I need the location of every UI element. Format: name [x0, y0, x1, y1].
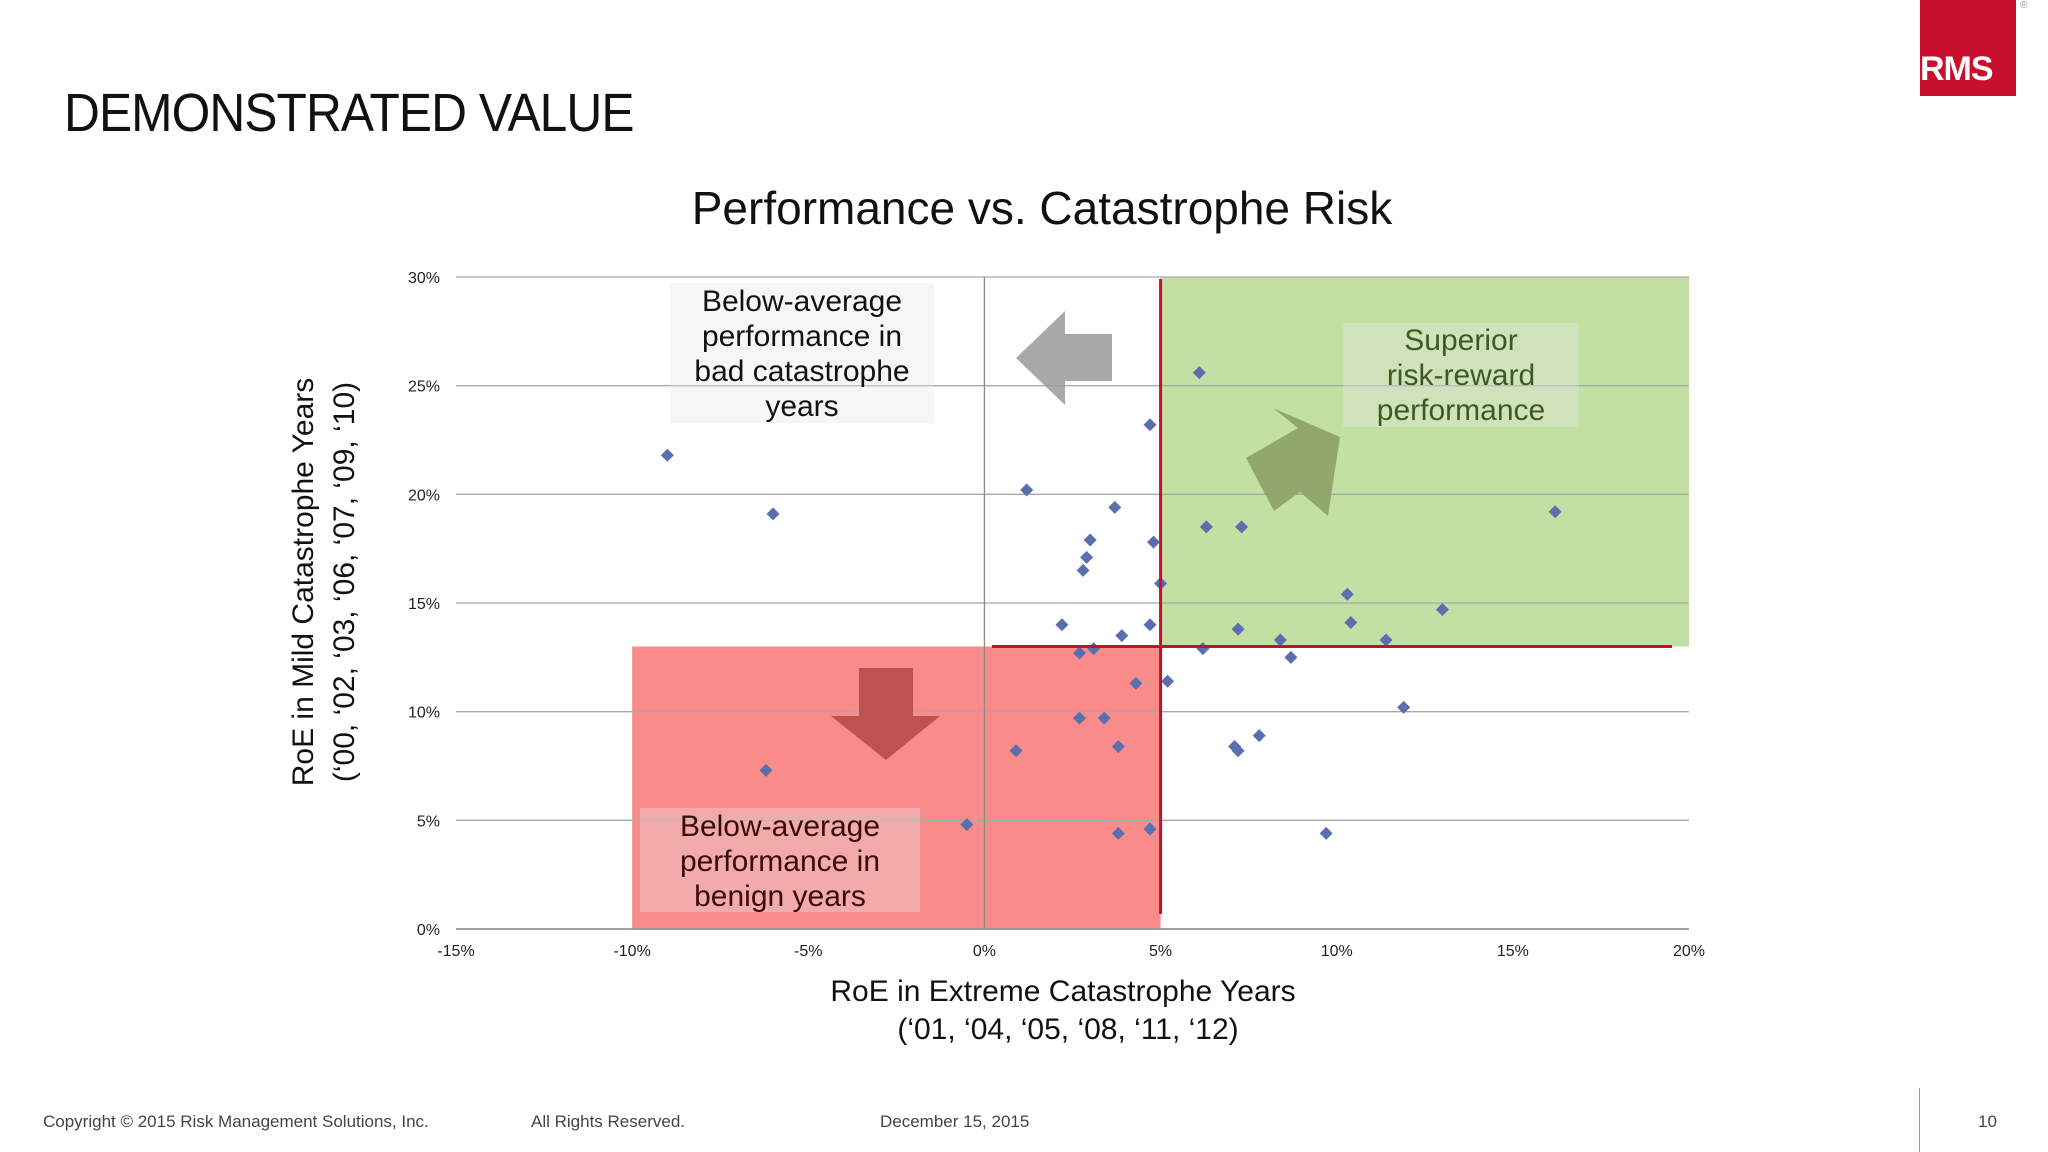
annotation-line-superior: risk-reward	[1387, 359, 1535, 392]
annotation-line-superior: performance	[1377, 394, 1545, 427]
y-tick-label: 0%	[417, 922, 440, 939]
data-point	[1143, 822, 1157, 836]
x-tick-label: 20%	[1673, 943, 1705, 960]
axes-layer	[456, 277, 1689, 930]
data-point	[766, 507, 780, 521]
footer-copyright: Copyright © 2015 Risk Management Solutio…	[43, 1112, 429, 1131]
data-point	[1199, 520, 1213, 534]
logo-text: RMS	[1920, 50, 1994, 88]
data-point	[1080, 550, 1094, 564]
annotation-box-superior	[1343, 323, 1579, 427]
points-layer	[660, 366, 1562, 840]
annotation-line-bad-cat-years: years	[765, 390, 838, 423]
data-point	[1111, 826, 1125, 840]
rms-logo: RMS	[1920, 0, 2016, 96]
data-point	[1115, 629, 1129, 643]
down-arrow-icon	[831, 668, 940, 760]
annotation-boxes-layer	[640, 283, 1579, 912]
data-point	[1548, 505, 1562, 519]
x-tick-label: 15%	[1497, 943, 1529, 960]
x-tick-label: 10%	[1321, 943, 1353, 960]
data-point	[759, 763, 773, 777]
footer-page-number: 10	[1978, 1112, 1997, 1131]
data-point	[1273, 633, 1287, 647]
y-tick-label: 5%	[417, 813, 440, 830]
data-point	[960, 818, 974, 832]
footer-rights: All Rights Reserved.	[531, 1112, 686, 1131]
annotation-line-bad-cat-years: Below-average	[702, 285, 902, 318]
footer-date: December 15, 2015	[880, 1112, 1030, 1131]
data-point	[1397, 700, 1411, 714]
x-tick-label: 5%	[1149, 943, 1172, 960]
x-axis-subtitle: (‘01, ‘04, ‘05, ‘08, ‘11, ‘12)	[897, 1013, 1238, 1046]
data-point	[1147, 535, 1161, 549]
annotation-line-bad-cat-years: bad catastrophe	[694, 355, 909, 388]
trademark-mark-icon: ®	[2020, 0, 2028, 11]
overlay-layer	[831, 279, 1672, 914]
data-point	[1143, 418, 1157, 432]
data-point	[1055, 618, 1069, 632]
x-tick-label: -15%	[437, 943, 474, 960]
data-point	[1073, 711, 1087, 725]
annotation-line-benign-years: Below-average	[680, 810, 880, 843]
data-point	[1083, 533, 1097, 547]
data-point	[1020, 483, 1034, 497]
y-tick-label: 20%	[408, 487, 440, 504]
x-tick-label: -5%	[794, 943, 822, 960]
annotation-line-bad-cat-years: performance in	[702, 320, 902, 353]
annotation-line-benign-years: performance in	[680, 845, 880, 878]
data-point	[1235, 520, 1249, 534]
data-point	[1111, 739, 1125, 753]
y-axis-title: RoE in Mild Catastrophe Years	[287, 378, 320, 787]
y-tick-label: 10%	[408, 705, 440, 722]
up-right-arrow-icon	[1246, 408, 1340, 516]
text-layer: 0% 5% 10% 15% 20% 25% 30% -15% -10% -5% 0% 5% 10% 15%…	[287, 182, 1705, 1046]
data-point	[1097, 711, 1111, 725]
data-point	[1143, 618, 1157, 632]
data-point	[660, 448, 674, 462]
x-axis-title: RoE in Extreme Catastrophe Years	[830, 975, 1295, 1008]
data-point	[1340, 587, 1354, 601]
data-point	[1344, 616, 1358, 630]
data-point	[1435, 603, 1449, 617]
data-point	[1379, 633, 1393, 647]
chart-title: Performance vs. Catastrophe Risk	[692, 182, 1393, 234]
left-arrow-icon	[1016, 311, 1112, 405]
annotation-line-superior: Superior	[1404, 324, 1517, 357]
scatter-chart: 0% 5% 10% 15% 20% 25% 30% -15% -10% -5% 0% 5% 10% 15%…	[287, 182, 1705, 1046]
data-point	[1231, 744, 1245, 758]
data-point	[1129, 676, 1143, 690]
annotation-box-bad-cat-years	[670, 283, 934, 423]
x-tick-label: 0%	[973, 943, 996, 960]
data-point	[1076, 563, 1090, 577]
data-point	[1319, 826, 1333, 840]
data-point	[1284, 650, 1298, 664]
annotation-line-benign-years: benign years	[694, 880, 866, 913]
annotation-box-benign-years	[640, 808, 920, 912]
data-point	[1073, 646, 1087, 660]
data-point	[1231, 622, 1245, 636]
data-point	[1009, 744, 1023, 758]
x-tick-label: -10%	[613, 943, 650, 960]
data-point	[1108, 500, 1122, 514]
y-tick-label: 30%	[408, 270, 440, 287]
y-axis-subtitle: (‘00, ‘02, ‘03, ‘06, ‘07, ‘09, ‘10)	[328, 382, 361, 782]
data-point	[1161, 674, 1175, 688]
y-tick-label: 15%	[408, 596, 440, 613]
data-point	[1192, 366, 1206, 380]
page-heading: DEMONSTRATED VALUE	[64, 83, 634, 143]
footer-divider	[1919, 1088, 1920, 1152]
y-tick-label: 25%	[408, 379, 440, 396]
data-point	[1252, 729, 1266, 743]
